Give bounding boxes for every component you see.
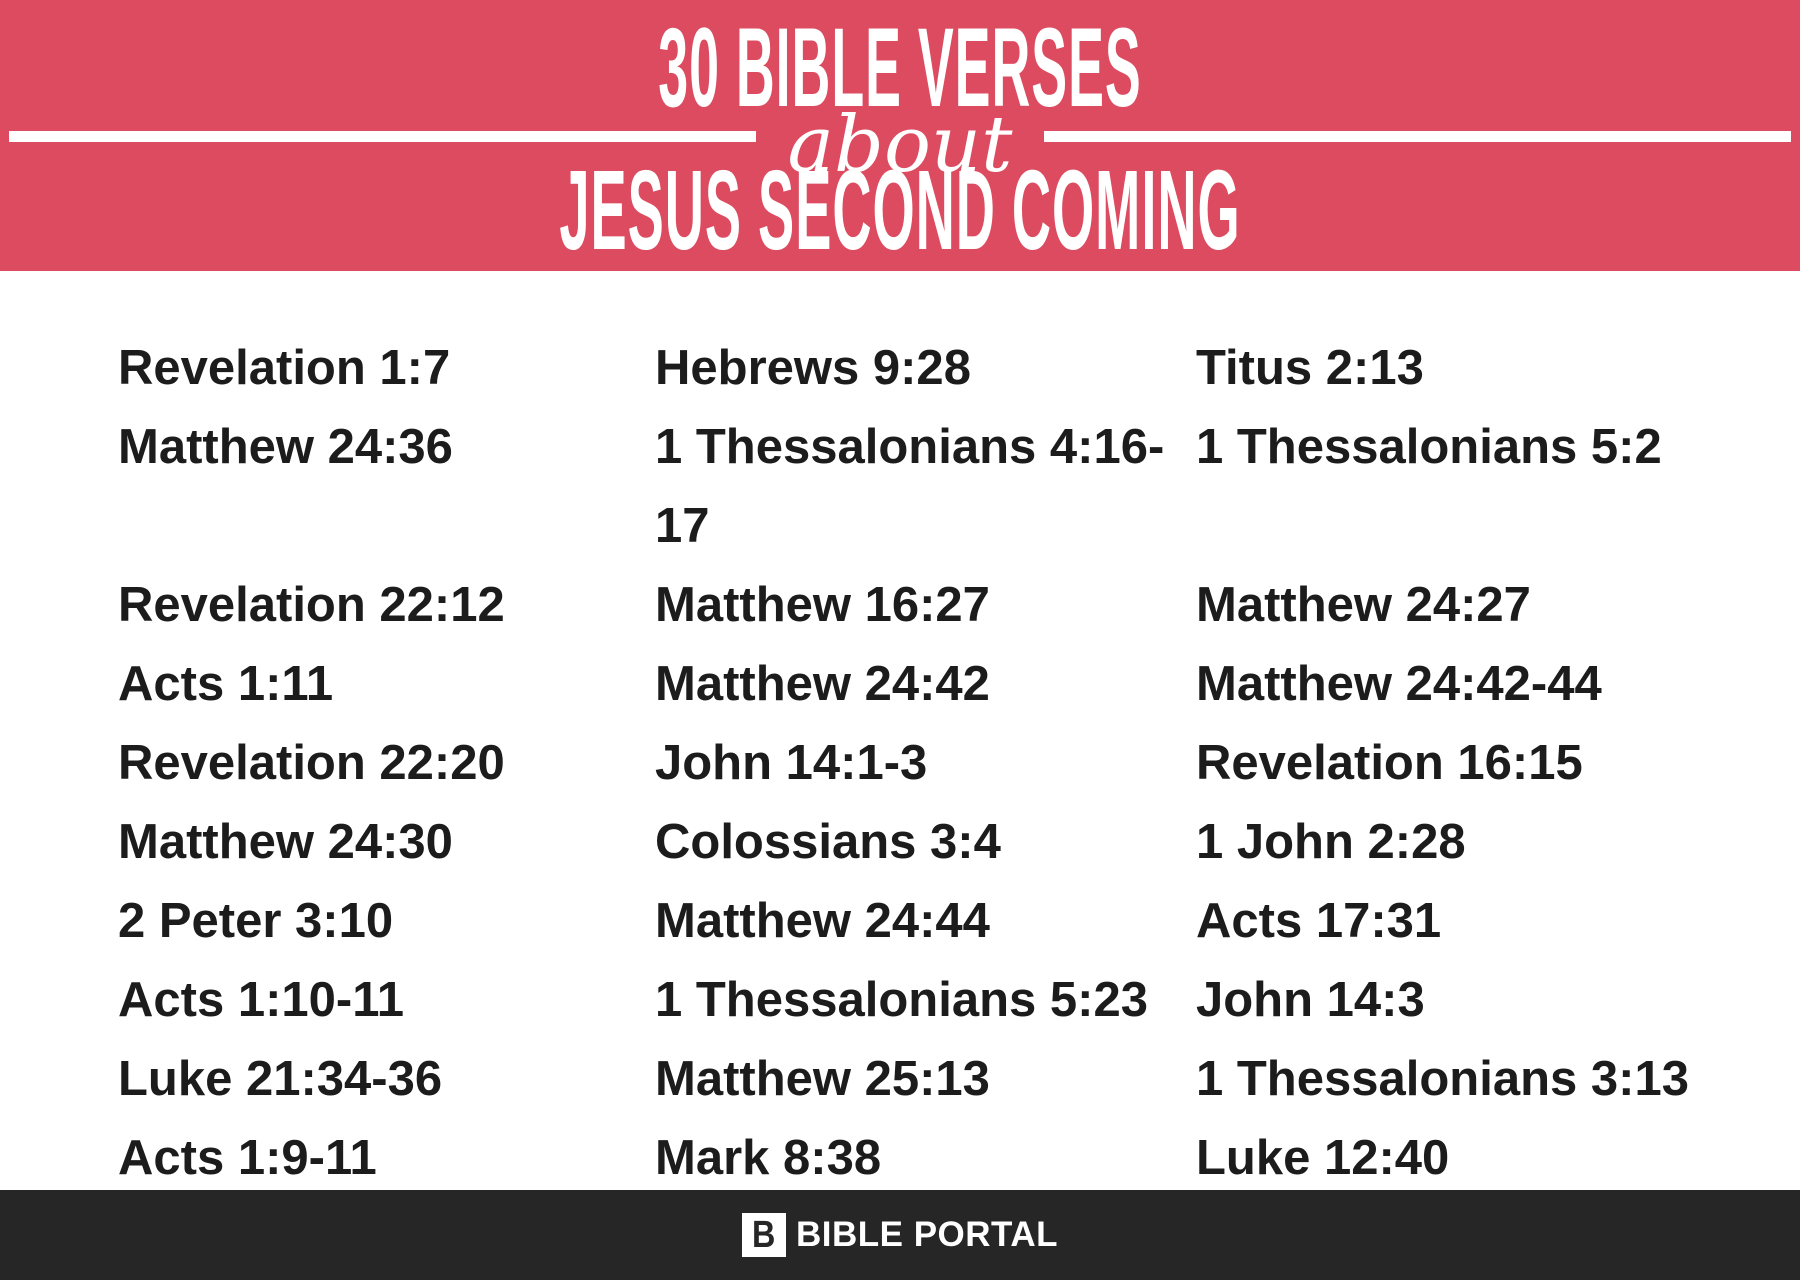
verse-reference: Matthew 24:42-44 xyxy=(1196,657,1602,711)
verse-reference: Matthew 24:44 xyxy=(655,894,990,948)
logo-letter: B xyxy=(752,1214,776,1256)
verse-reference: Revelation 16:15 xyxy=(1196,736,1583,790)
verse-reference: Matthew 24:42 xyxy=(655,657,990,711)
footer-brand-text: BIBLE PORTAL xyxy=(795,1215,1058,1254)
bible-portal-logo: B xyxy=(741,1213,786,1257)
verse-reference: John 14:3 xyxy=(1196,973,1425,1027)
divider-line-left xyxy=(9,131,756,142)
header-title-line2: JESUS SECOND COMING xyxy=(559,147,1241,271)
header-title-line1: 30 BIBLE VERSES xyxy=(658,5,1142,130)
verse-reference: Acts 1:10-11 xyxy=(118,973,405,1027)
verse-reference: Acts 1:11 xyxy=(118,657,334,711)
verse-reference: John 14:1-3 xyxy=(655,736,928,790)
verse-reference: Matthew 16:27 xyxy=(655,578,990,632)
verse-reference: Revelation 1:7 xyxy=(118,341,451,395)
verse-reference: Titus 2:13 xyxy=(1196,341,1424,395)
footer-bar: B BIBLE PORTAL xyxy=(0,1190,1800,1280)
verse-reference: Mark 8:38 xyxy=(655,1131,882,1185)
verse-reference: Matthew 24:30 xyxy=(118,815,453,869)
verse-reference: Revelation 22:12 xyxy=(118,578,505,632)
verse-reference: Hebrews 9:28 xyxy=(655,341,971,395)
verse-reference: Acts 1:9-11 xyxy=(118,1131,377,1185)
verse-reference: 1 Thessalonians 4:16-17 xyxy=(655,420,1165,553)
verse-reference: Luke 21:34-36 xyxy=(118,1052,443,1106)
verse-reference: 2 Peter 3:10 xyxy=(118,894,394,948)
verse-reference: 1 John 2:28 xyxy=(1196,815,1466,869)
verse-reference: 1 Thessalonians 5:23 xyxy=(655,973,1148,1027)
header-connector-word: about xyxy=(787,100,1013,190)
verse-reference: Matthew 24:36 xyxy=(118,420,453,474)
verse-reference: 1 Thessalonians 5:2 xyxy=(1196,420,1662,474)
verse-reference: Colossians 3:4 xyxy=(655,815,1001,869)
verse-reference: Luke 12:40 xyxy=(1196,1131,1450,1185)
verse-reference: Matthew 25:13 xyxy=(655,1052,990,1106)
verse-reference: Acts 17:31 xyxy=(1196,894,1442,948)
verse-grid: Revelation 1:7 Matthew 24:36 Revelation 22… xyxy=(118,329,1780,1198)
header-banner: 30 BIBLE VERSES about JESUS SECOND COMIN… xyxy=(0,0,1800,271)
divider-line-right xyxy=(1044,131,1791,142)
verse-reference: Matthew 24:27 xyxy=(1196,578,1531,632)
verse-reference: 1 Thessalonians 3:13 xyxy=(1196,1052,1689,1106)
verse-reference: Revelation 22:20 xyxy=(118,736,505,790)
